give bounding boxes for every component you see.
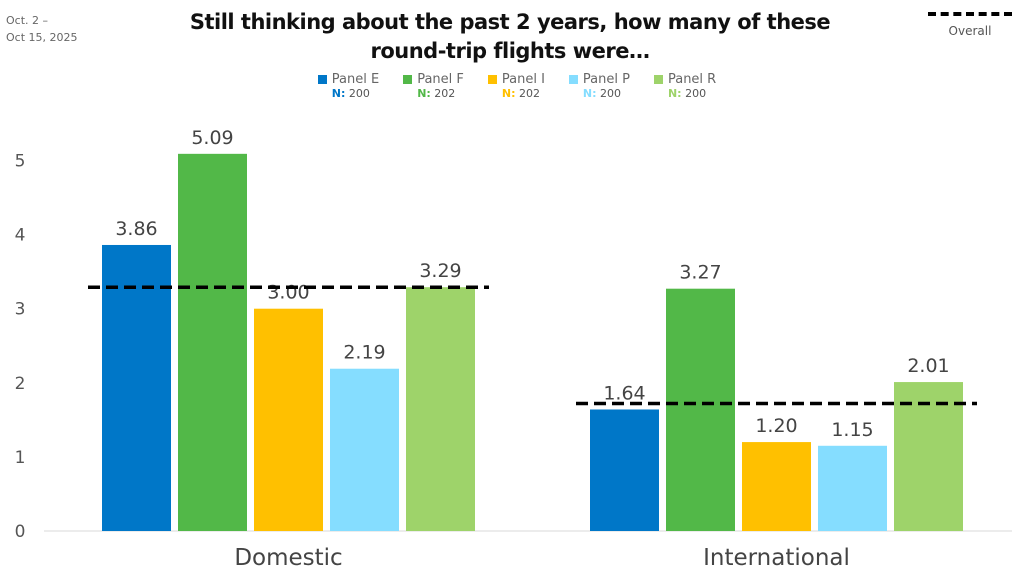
legend-n-prefix: N:: [331, 87, 346, 100]
bar: [330, 368, 399, 531]
legend-label: Panel F: [417, 72, 464, 87]
legend-n-prefix: N:: [417, 87, 431, 100]
legend-label: Panel R: [667, 72, 717, 87]
legend-n-value: 200: [600, 87, 622, 100]
bar: [666, 288, 735, 531]
x-category-label: International: [703, 545, 850, 571]
bar: [894, 382, 963, 531]
legend-label: Panel P: [582, 72, 630, 87]
legend-item: Panel F N: 202: [403, 72, 464, 100]
bar: [254, 308, 323, 531]
legend-n: N: 200: [668, 87, 706, 100]
legend-swatch-icon: [568, 75, 578, 84]
data-label: 3.29: [419, 260, 461, 282]
bar: [590, 409, 659, 531]
data-label: 1.20: [755, 415, 797, 437]
y-tick-label: 2: [15, 374, 26, 394]
legend-swatch-icon: [317, 75, 327, 84]
data-label: 3.00: [267, 282, 309, 304]
legend-swatch-icon: [403, 75, 413, 84]
data-label: 3.86: [115, 218, 157, 240]
legend-n-value: 202: [518, 87, 540, 100]
bar: [818, 445, 887, 531]
legend-n-value: 200: [685, 87, 707, 100]
date-range: Oct. 2 – Oct 15, 2025: [6, 12, 106, 46]
data-label: 2.19: [343, 342, 385, 364]
legend-swatch-icon: [653, 75, 663, 84]
overall-label: Overall: [948, 24, 992, 38]
legend-item: Panel P N: 200: [568, 72, 630, 100]
bar: [406, 287, 475, 531]
data-label: 5.09: [191, 127, 233, 149]
legend: Panel E N: 200 Panel F N: 202 Panel I N: 202 P…: [0, 72, 1024, 100]
y-tick-label: 4: [15, 226, 26, 246]
legend-n: N: 202: [417, 87, 455, 100]
legend-label: Panel I: [501, 72, 545, 87]
legend-item: Panel R N: 200: [653, 72, 717, 100]
y-tick-label: 0: [15, 522, 26, 542]
y-tick-label: 5: [15, 152, 26, 172]
data-label: 3.27: [679, 262, 721, 284]
legend-n: N: 200: [583, 87, 621, 100]
legend-swatch-icon: [487, 75, 497, 84]
legend-n-prefix: N:: [667, 87, 682, 100]
data-label: 1.15: [831, 419, 873, 441]
legend-n-value: 200: [348, 87, 370, 100]
legend-item: Panel E N: 200: [317, 72, 380, 100]
bar: [102, 244, 171, 531]
legend-n: N: 202: [502, 87, 540, 100]
overall-dash-icon: [928, 12, 1012, 16]
legend-item: Panel I N: 202: [487, 72, 545, 100]
legend-n-prefix: N:: [501, 87, 516, 100]
legend-n: N: 200: [332, 87, 370, 100]
legend-label: Panel E: [331, 72, 380, 87]
y-tick-label: 3: [15, 300, 26, 320]
data-label: 2.01: [907, 355, 949, 377]
date-start: Oct. 2 –: [6, 14, 49, 27]
legend-n-prefix: N:: [582, 87, 597, 100]
data-label: 1.64: [603, 382, 645, 404]
legend-n-value: 202: [434, 87, 456, 100]
x-category-label: Domestic: [234, 545, 342, 571]
bar: [178, 153, 247, 531]
date-end: Oct 15, 2025: [6, 31, 78, 44]
overall-legend: Overall: [928, 8, 1012, 38]
y-tick-label: 1: [15, 448, 26, 468]
title-line-1: Still thinking about the past 2 years, h…: [189, 10, 831, 34]
bar: [742, 442, 811, 531]
title-line-2: round-trip flights were…: [370, 39, 650, 63]
chart-title: Still thinking about the past 2 years, h…: [120, 8, 900, 66]
